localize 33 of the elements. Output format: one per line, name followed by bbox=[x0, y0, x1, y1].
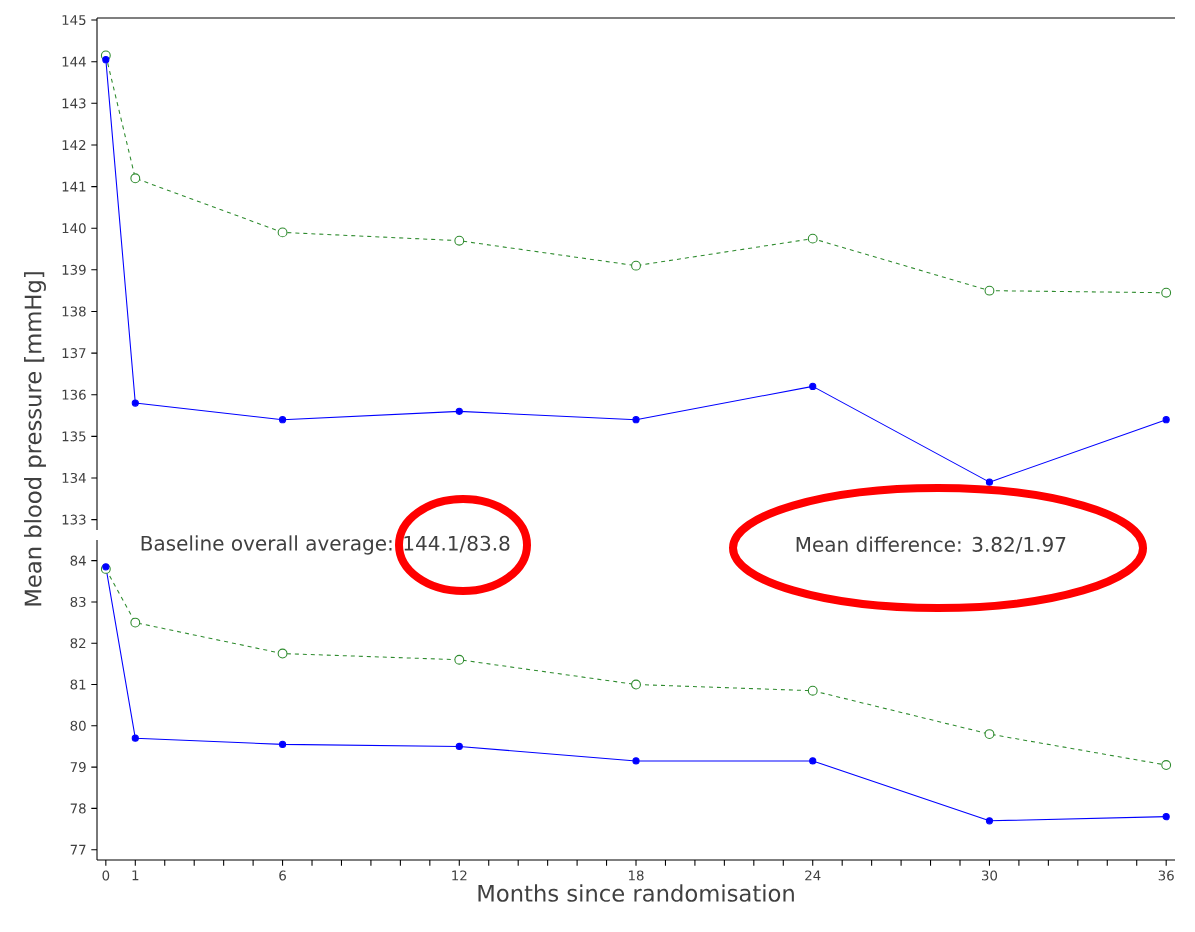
y-tick-label: 139 bbox=[62, 264, 86, 275]
y-tick-label: 142 bbox=[62, 140, 86, 150]
y-tick-label: 78 bbox=[70, 803, 86, 814]
y-tick-label: 141 bbox=[62, 181, 86, 192]
annotation: Baseline overall average: 144.1/83.8 bbox=[141, 535, 510, 555]
y-tick-label: 79 bbox=[70, 762, 86, 773]
y-tick-label: 81 bbox=[70, 679, 86, 690]
x-tick-label: 24 bbox=[805, 870, 821, 881]
x-tick-label: 0 bbox=[102, 870, 110, 881]
y-tick-label: 83 bbox=[70, 596, 86, 607]
y-axis-title: Mean blood pressure [mmHg] bbox=[24, 272, 46, 606]
y-tick-label: 133 bbox=[62, 514, 86, 525]
y-tick-label: 134 bbox=[62, 472, 86, 484]
y-tick-label: 135 bbox=[62, 431, 86, 442]
y-tick-label: 143 bbox=[62, 98, 86, 109]
y-tick-label: 144 bbox=[62, 56, 86, 67]
y-tick-label: 82 bbox=[70, 638, 86, 649]
y-tick-label: 80 bbox=[70, 720, 86, 731]
x-tick-label: 12 bbox=[452, 870, 467, 881]
x-tick-label: 6 bbox=[279, 870, 286, 881]
x-axis-title: Months since randomisation bbox=[478, 884, 794, 902]
y-tick-label: 145 bbox=[62, 15, 86, 26]
x-tick-label: 36 bbox=[1158, 870, 1174, 881]
y-tick-label: 136 bbox=[62, 389, 86, 400]
x-tick-label: 1 bbox=[132, 870, 139, 881]
x-tick-label: 30 bbox=[982, 870, 998, 881]
y-tick-label: 84 bbox=[70, 555, 86, 566]
y-tick-label: 138 bbox=[62, 306, 86, 317]
annotation: Mean difference: 3.82/1.97 bbox=[796, 536, 1066, 554]
y-tick-label: 77 bbox=[70, 844, 86, 855]
y-tick-label: 137 bbox=[62, 348, 86, 359]
y-tick-label: 140 bbox=[62, 223, 86, 234]
x-tick-label: 18 bbox=[628, 870, 644, 881]
